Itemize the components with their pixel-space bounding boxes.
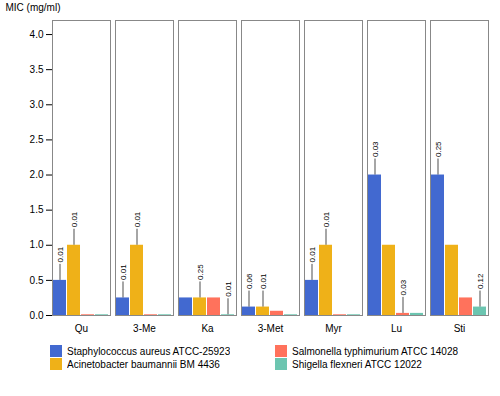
svg-text:3-Me: 3-Me [133,323,156,334]
svg-text:4.0: 4.0 [30,29,44,40]
svg-text:0.01: 0.01 [259,273,268,289]
svg-text:1.5: 1.5 [30,204,44,215]
svg-text:0.25: 0.25 [196,264,205,280]
svg-text:3.5: 3.5 [30,64,44,75]
svg-text:2.5: 2.5 [30,134,44,145]
svg-text:Qu: Qu [75,323,88,334]
svg-text:0.0: 0.0 [30,310,44,321]
svg-text:0.01: 0.01 [70,211,79,227]
svg-text:2.0: 2.0 [30,169,44,180]
svg-text:0.01: 0.01 [308,246,317,262]
svg-text:0.01: 0.01 [56,246,65,262]
svg-text:0.01: 0.01 [322,211,331,227]
svg-text:Lu: Lu [391,323,402,334]
svg-text:Myr: Myr [325,323,342,334]
svg-text:0.03: 0.03 [371,141,380,157]
svg-text:0.01: 0.01 [119,264,128,280]
svg-text:0.25: 0.25 [434,141,443,157]
svg-text:3-Met: 3-Met [258,323,284,334]
svg-text:0.03: 0.03 [399,279,408,295]
svg-text:1.0: 1.0 [30,239,44,250]
svg-text:Sti: Sti [454,323,466,334]
html-text:Acinetobacter baumannii BM 443: Acinetobacter baumannii BM 4436 [67,358,220,370]
svg-text:0.06: 0.06 [245,273,254,289]
svg-text:0.01: 0.01 [224,281,233,297]
svg-text:0.01: 0.01 [133,211,142,227]
svg-text:MIC (mg/ml): MIC (mg/ml) [6,2,61,13]
html-text:Staphylococcus aureus ATCC-259: Staphylococcus aureus ATCC-25923 [67,345,231,357]
svg-text:0.12: 0.12 [476,273,485,289]
svg-text:Ka: Ka [201,323,214,334]
html-text:Shigella flexneri ATCC 12022: Shigella flexneri ATCC 12022 [292,358,422,370]
svg-text:0.5: 0.5 [30,275,44,286]
html-text:Salmonella typhimurium ATCC 14: Salmonella typhimurium ATCC 14028 [292,345,458,357]
svg-text:3.0: 3.0 [30,99,44,110]
